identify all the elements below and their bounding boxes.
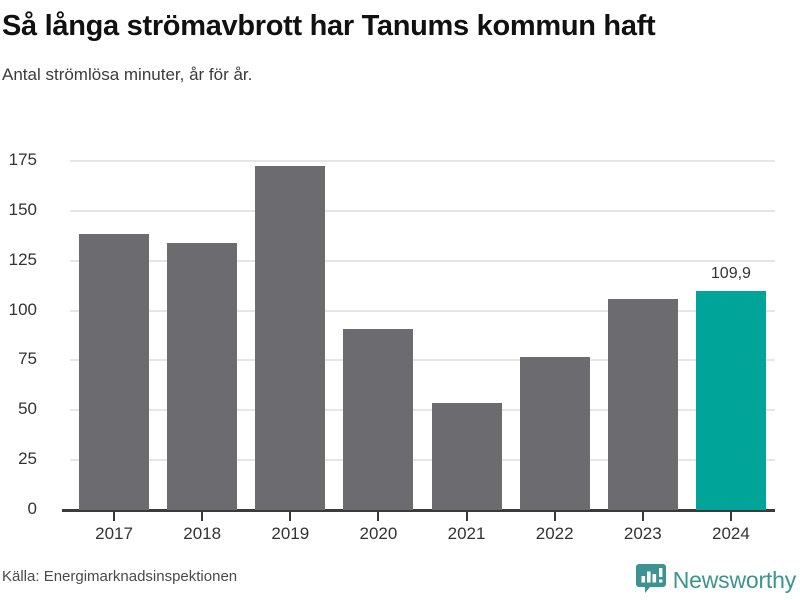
x-tick-label-2020: 2020 — [359, 524, 398, 543]
y-tick-label: 50 — [18, 399, 37, 419]
gridline — [70, 209, 775, 212]
gridline — [70, 160, 775, 162]
chart-header: Så långa strömavbrott har Tanums kommun … — [0, 0, 800, 86]
bar-2021[interactable] — [431, 403, 502, 510]
brand-logo: Newsworthy — [635, 562, 796, 599]
bars-group: 109,9 — [70, 160, 775, 510]
gridline — [70, 459, 775, 462]
source-note: Källa: Energimarknadsinspektionen — [2, 568, 238, 585]
x-axis-line — [62, 509, 775, 512]
x-tick-2021 — [465, 512, 468, 521]
bar-2017[interactable] — [79, 233, 150, 510]
y-tick-label: 25 — [18, 449, 37, 469]
gridline — [70, 409, 775, 412]
chart-title: Så långa strömavbrott har Tanums kommun … — [2, 10, 656, 42]
y-tick-label: 0 — [27, 499, 37, 518]
bar-chart-speech-bubble-icon — [635, 562, 666, 599]
y-tick-label: 100 — [8, 299, 37, 319]
x-tick-label-2024: 2024 — [712, 524, 750, 543]
bar-2023[interactable] — [607, 298, 678, 510]
x-tick-2018 — [201, 512, 204, 521]
gridline — [70, 309, 775, 312]
chart-subtitle: Antal strömlösa minuter, år för år. — [2, 65, 253, 85]
x-tick-2017 — [113, 512, 116, 521]
x-tick-2023 — [641, 512, 644, 521]
bar-2018[interactable] — [167, 242, 238, 510]
gridline — [70, 259, 775, 262]
x-tick-2022 — [553, 512, 556, 521]
chart-footer: Källa: Energimarknadsinspektionen Newswo… — [0, 562, 800, 600]
brand-name: Newsworthy — [672, 567, 796, 593]
x-tick-label-2019: 2019 — [271, 524, 310, 543]
x-tick-label-2022: 2022 — [535, 524, 574, 543]
x-tick-label-2018: 2018 — [183, 524, 222, 543]
y-tick-label: 175 — [8, 150, 37, 169]
x-tick-2019 — [289, 512, 292, 521]
y-tick-label: 150 — [8, 199, 37, 219]
x-tick-2020 — [377, 512, 380, 521]
chart-plot-area: 0 25 50 75 100 125 150 175 109,9 2017 2018 2019 20… — [9, 150, 775, 543]
y-tick-label: 125 — [8, 249, 37, 269]
x-tick-label-2023: 2023 — [623, 524, 662, 543]
x-tick-2024 — [729, 512, 732, 521]
x-tick-label-2017: 2017 — [95, 524, 133, 543]
bar-value-label-2024: 109,9 — [710, 264, 751, 282]
y-tick-label: 75 — [18, 349, 37, 369]
gridline — [70, 359, 775, 362]
bar-2022[interactable] — [519, 357, 590, 510]
bar-2024[interactable] — [695, 290, 766, 510]
bar-2019[interactable] — [255, 166, 326, 510]
bar-2020[interactable] — [343, 328, 414, 510]
x-tick-label-2021: 2021 — [447, 524, 486, 543]
